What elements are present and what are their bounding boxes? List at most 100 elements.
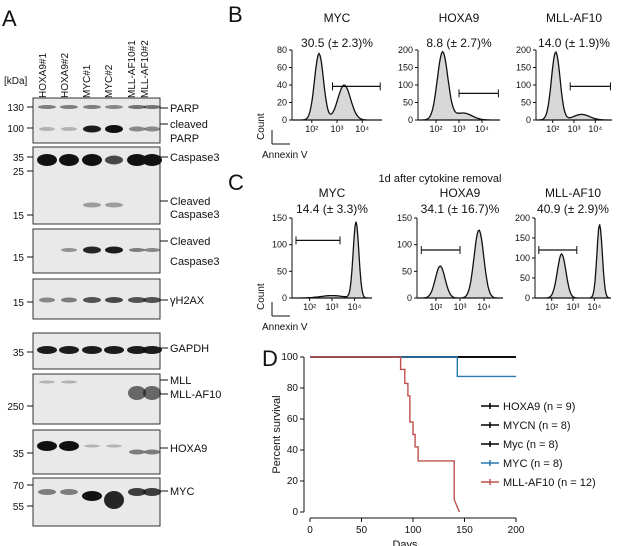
blot-strip	[32, 477, 161, 527]
blot-band	[82, 491, 102, 501]
hist-y-tick-label: 100	[515, 253, 530, 263]
flow-title: MLL-AF10	[545, 186, 601, 200]
hist-y-tick-label: 150	[515, 233, 530, 243]
survival-x-tick-label: 200	[508, 525, 525, 536]
flow-histogram: 0 50 100 150	[397, 213, 503, 303]
lane-label: HOXA9#1	[38, 53, 49, 98]
band-label: Cleaved	[170, 236, 210, 248]
blot-band	[143, 488, 161, 496]
hist-y-tick-label: 150	[398, 63, 413, 73]
hist-y-tick-label: 0	[408, 115, 413, 125]
hist-y-tick-label: 80	[277, 45, 287, 55]
blot-band	[61, 127, 77, 131]
hist-x-tick-label: 10²	[545, 302, 558, 312]
mw-marker: 15	[13, 298, 25, 309]
blot-band	[84, 444, 100, 448]
blot-band	[59, 441, 79, 451]
panel-label-c: C	[228, 170, 244, 195]
band-label: Caspase3	[170, 152, 220, 164]
flow-header: 1d after cytokine removal	[379, 173, 502, 185]
band-label: Caspase3	[170, 256, 220, 268]
band-label: MLL	[170, 375, 191, 387]
hist-x-tick-label: 10²	[546, 124, 559, 134]
survival-y-tick-label: 40	[287, 445, 299, 456]
legend-entry: MLL-AF10 (n = 12)	[503, 477, 596, 489]
panel-label-d: D	[262, 346, 278, 371]
band-label: cleaved	[170, 119, 208, 131]
mw-marker: 15	[13, 211, 25, 222]
blot-band	[144, 248, 160, 252]
flow-xlabel: Annexin V	[262, 322, 308, 333]
mw-marker: 250	[7, 402, 24, 413]
blot-band	[128, 386, 146, 400]
blot-band	[39, 297, 55, 303]
blot-band	[82, 154, 102, 166]
survival-y-tick-label: 0	[292, 507, 298, 518]
flow-percent: 8.8 (± 2.7)%	[426, 36, 492, 50]
blot-band	[104, 491, 124, 509]
band-label: MYC	[170, 486, 195, 498]
hist-y-tick-label: 50	[403, 98, 413, 108]
survival-x-tick-label: 0	[307, 525, 313, 536]
band-label: MLL-AF10	[170, 389, 221, 401]
flow-ylabel: Count	[256, 113, 267, 140]
blot-band	[128, 105, 146, 109]
blot-band	[39, 127, 55, 131]
lane-label: HOXA9#2	[60, 53, 71, 98]
flow-histogram: 0 50 100 150 200	[398, 45, 500, 125]
survival-xlabel: Days	[392, 539, 418, 546]
hist-y-tick-label: 20	[277, 98, 287, 108]
flow-histogram: 0 50 100 150 200	[515, 213, 611, 303]
survival-ylabel: Percent survival	[271, 395, 283, 473]
blot-band	[37, 441, 57, 451]
hist-x-tick-label: 10²	[429, 302, 442, 312]
flow-title: MYC	[324, 11, 351, 25]
band-label: HOXA9	[170, 443, 207, 455]
lane-label: MYC#1	[82, 64, 93, 98]
hist-y-tick-label: 0	[526, 115, 531, 125]
blot-band	[83, 105, 101, 109]
flow-histogram: 0 50 100 150 200	[516, 45, 612, 125]
hist-y-tick-label: 50	[277, 266, 287, 276]
survival-x-tick-label: 100	[405, 525, 422, 536]
blot-band	[83, 246, 101, 254]
hist-x-tick-label: 10³	[566, 302, 579, 312]
blot-band	[143, 297, 161, 303]
blot-band	[144, 126, 160, 132]
blot-band	[59, 346, 79, 354]
band-label: Caspase3	[170, 209, 220, 221]
band-label: PARP	[170, 133, 199, 145]
band-label: Cleaved	[170, 196, 210, 208]
flow-xlabel: Annexin V	[262, 150, 308, 161]
hist-y-tick-label: 100	[516, 80, 531, 90]
blot-band	[143, 386, 161, 400]
blot-band	[127, 346, 147, 354]
flow-percent: 40.9 (± 2.9)%	[537, 202, 609, 216]
mw-marker: 55	[13, 502, 25, 513]
survival-x-tick-label: 150	[456, 525, 473, 536]
blot-band	[38, 105, 56, 109]
hist-y-tick-label: 50	[402, 266, 412, 276]
hist-y-tick-label: 200	[516, 45, 531, 55]
hist-curve	[417, 229, 503, 299]
panel-label-b: B	[228, 2, 243, 27]
hist-y-tick-label: 200	[398, 45, 413, 55]
blot-band	[129, 126, 145, 132]
flow-percent: 34.1 (± 16.7)%	[421, 202, 500, 216]
hist-y-tick-label: 0	[282, 293, 287, 303]
survival-line	[310, 356, 461, 513]
hist-x-tick-label: 10³	[453, 302, 466, 312]
hist-x-tick-label: 10⁴	[347, 302, 361, 312]
lane-label: MLL-AF10#1	[127, 40, 138, 98]
blot-band	[37, 346, 57, 354]
blot-band	[105, 105, 123, 109]
hist-y-tick-label: 0	[525, 293, 530, 303]
blot-band	[61, 380, 77, 384]
flow-ylabel: Count	[256, 283, 267, 310]
blot-band	[104, 346, 124, 354]
blot-band	[83, 202, 101, 208]
blot-band	[105, 155, 123, 165]
blot-band	[129, 248, 145, 252]
lane-label: MYC#2	[104, 64, 115, 98]
